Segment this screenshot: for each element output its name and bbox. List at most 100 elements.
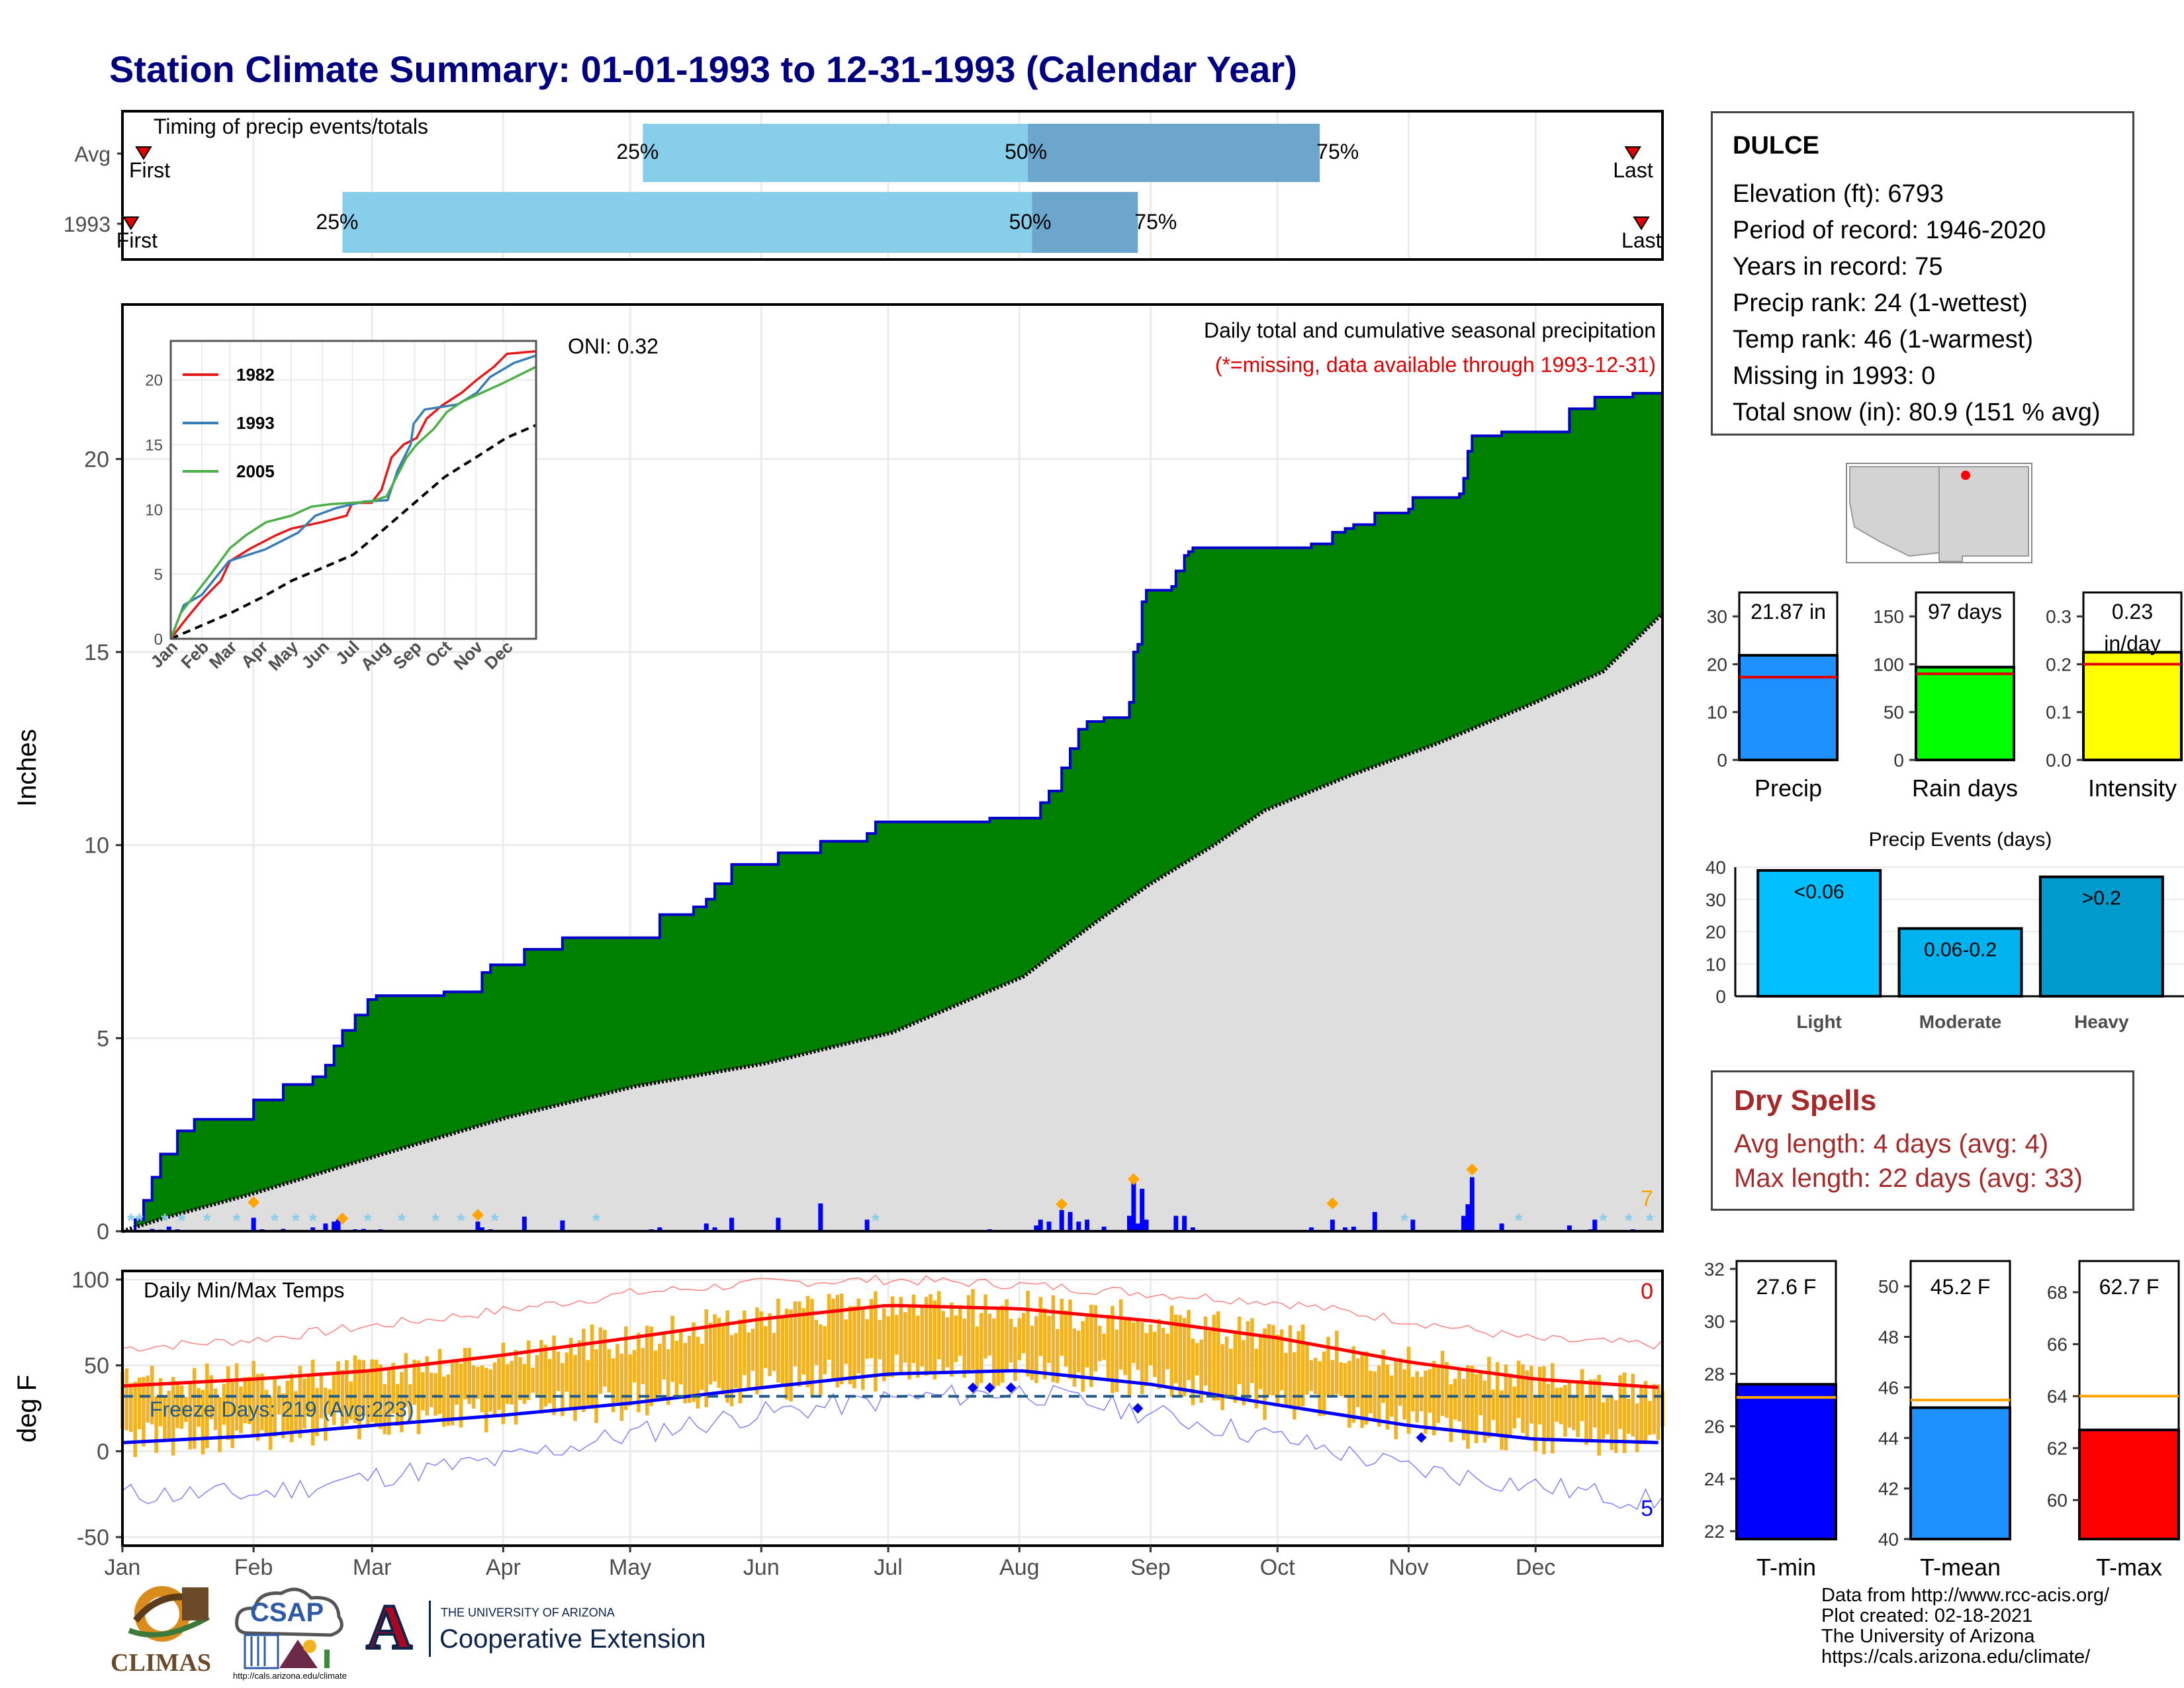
daily-temp-bar xyxy=(882,1308,886,1382)
inset-ytick-label: 5 xyxy=(154,566,163,584)
daily-precip-bar xyxy=(1465,1204,1471,1231)
daily-temp-bar xyxy=(374,1360,379,1425)
daily-temp-bar xyxy=(865,1319,869,1359)
daily-temp-bar xyxy=(522,1364,527,1404)
daily-temp-bar xyxy=(962,1318,966,1378)
record-low-marker xyxy=(967,1382,978,1393)
csap-cloud-icon xyxy=(235,1587,343,1669)
tmin-mean-value-label: 27.6 F xyxy=(1756,1275,1817,1299)
daily-temp-bar xyxy=(281,1393,285,1438)
daily-temp-bar xyxy=(400,1372,404,1432)
daily-temp-bar xyxy=(1042,1308,1047,1380)
daily-temp-bar xyxy=(357,1359,361,1440)
station-name: DULCE xyxy=(1733,132,1819,160)
month-label: Jul xyxy=(874,1555,902,1580)
daily-temp-bar xyxy=(146,1376,150,1423)
daily-temp-bar xyxy=(142,1377,146,1447)
daily-temp-bar xyxy=(1038,1297,1043,1356)
climas-label: CLIMAS xyxy=(111,1649,212,1677)
daily-temp-bar xyxy=(222,1383,226,1425)
tmean-mean-ytick-label: 42 xyxy=(1878,1479,1899,1499)
daily-temp-bar xyxy=(1563,1385,1567,1437)
tmax-mean-category-label: T-max xyxy=(2096,1554,2162,1581)
temp-ytick-label: 0 xyxy=(97,1439,109,1464)
daily-temp-bar xyxy=(598,1327,603,1394)
daily-temp-bar xyxy=(805,1295,810,1387)
daily-temp-bar xyxy=(1419,1376,1424,1411)
daily-temp-bar xyxy=(835,1295,840,1388)
record-high-count: 0 xyxy=(1641,1279,1653,1304)
daily-temp-bar xyxy=(556,1351,561,1391)
daily-temp-bar xyxy=(1013,1327,1017,1382)
daily-temp-bar xyxy=(1406,1346,1411,1434)
daily-precip-bar xyxy=(712,1227,717,1231)
record-low-line xyxy=(122,1384,1663,1510)
snow-marker: * xyxy=(457,1210,465,1232)
daily-temp-bar xyxy=(916,1315,920,1378)
dry-spells-box: Dry Spells Avg length: 4 days (avg: 4) M… xyxy=(1711,1070,2134,1211)
daily-temp-bar xyxy=(607,1349,611,1393)
inset-legend-label: 2005 xyxy=(236,461,275,481)
daily-temp-bar xyxy=(1191,1338,1195,1405)
daily-temp-bar xyxy=(1440,1350,1445,1417)
snow-marker: * xyxy=(161,1210,169,1232)
daily-temp-bar xyxy=(1610,1396,1614,1450)
daily-temp-bar xyxy=(1394,1358,1398,1440)
inset-ytick-label: 15 xyxy=(145,437,163,455)
inset-series-line xyxy=(169,365,537,639)
daily-temp-bar xyxy=(1051,1295,1056,1382)
snow-marker: * xyxy=(292,1210,300,1232)
daily-precip-bar xyxy=(704,1223,709,1231)
daily-temp-bar xyxy=(1216,1311,1220,1401)
daily-precip-bar xyxy=(1173,1215,1179,1231)
timing-title: Timing of precip events/totals xyxy=(154,115,428,138)
daily-temp-bar xyxy=(1546,1383,1551,1440)
daily-temp-bar xyxy=(328,1389,332,1415)
daily-temp-bar xyxy=(179,1385,184,1429)
footer-data-source: Data from http://www.rcc-acis.org/ xyxy=(1821,1585,2110,1606)
precip-ytick-label: 10 xyxy=(84,833,109,859)
daily-temp-bar xyxy=(1525,1370,1529,1437)
daily-temp-bar xyxy=(463,1348,467,1400)
daily-temp-bar xyxy=(713,1314,717,1382)
daily-temp-bar xyxy=(539,1340,543,1414)
daily-temp-bar xyxy=(408,1384,412,1423)
daily-temp-bar xyxy=(1085,1316,1089,1368)
daily-temp-bar xyxy=(361,1360,366,1416)
precip-events-bar-label: 0.06-0.2 xyxy=(1924,939,1997,961)
daily-temp-bar xyxy=(289,1373,294,1442)
daily-temp-bar xyxy=(383,1383,387,1434)
daily-temp-bar xyxy=(1153,1331,1157,1378)
daily-temp-bar xyxy=(218,1397,222,1452)
daily-temp-bar xyxy=(1504,1364,1508,1450)
daily-temp-bar xyxy=(920,1305,925,1367)
month-label: Sep xyxy=(1130,1555,1171,1580)
daily-temp-bar xyxy=(518,1357,522,1401)
daily-temp-bar xyxy=(1635,1403,1639,1452)
daily-temp-bar xyxy=(1580,1369,1584,1421)
daily-temp-bar xyxy=(243,1377,248,1424)
daily-temp-bar xyxy=(700,1344,704,1390)
month-label: Mar xyxy=(353,1555,392,1580)
daily-temp-bar xyxy=(1034,1316,1038,1383)
daily-temp-bar xyxy=(239,1386,243,1434)
daily-precip-bar xyxy=(729,1217,735,1231)
daily-temp-bar xyxy=(543,1344,548,1407)
daily-precip-bar xyxy=(1127,1215,1132,1231)
daily-precip-bar xyxy=(1330,1219,1335,1231)
snow-marker: * xyxy=(1400,1210,1408,1232)
rain-days-chart: 0 50 100 150 97 days Rain days xyxy=(1873,591,2018,802)
daily-temp-bar xyxy=(1622,1372,1627,1453)
daily-temp-bar xyxy=(1005,1299,1009,1372)
daily-temp-bar xyxy=(429,1372,433,1407)
daily-temp-bar xyxy=(332,1374,336,1425)
daily-temp-bar xyxy=(1220,1344,1224,1411)
precip-ytick-label: 20 xyxy=(84,447,109,472)
daily-temp-bar xyxy=(1470,1366,1475,1434)
daily-temp-bar xyxy=(1060,1299,1064,1356)
daily-precip-bar xyxy=(1592,1219,1598,1231)
temp-ytick-label: 50 xyxy=(84,1354,109,1379)
daily-temp-bar xyxy=(1571,1395,1576,1430)
daily-temp-bar xyxy=(459,1363,463,1428)
